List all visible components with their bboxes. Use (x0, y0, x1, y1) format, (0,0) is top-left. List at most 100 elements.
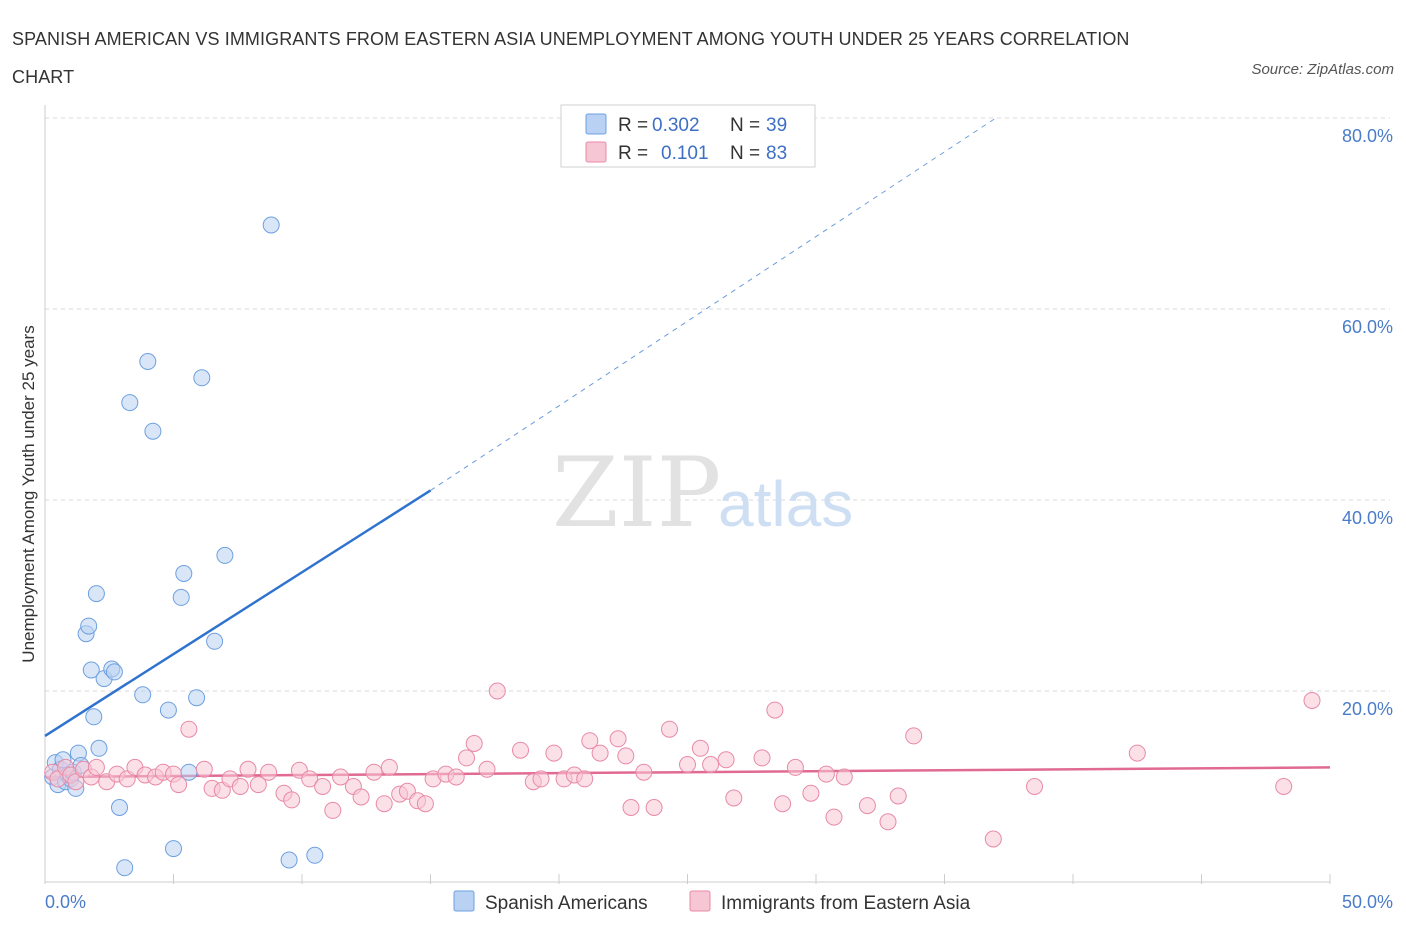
legend-n-label-blue: N = (730, 115, 760, 136)
eastern-asia-point-65 (691, 739, 709, 757)
eastern-asia-point-74 (817, 765, 835, 783)
eastern-asia-point-27 (283, 791, 301, 809)
y-tick-label-2: 60.0% (1342, 317, 1393, 337)
legend-n-value-pink: 83 (766, 143, 787, 164)
eastern-asia-point-44 (447, 768, 465, 786)
eastern-asia-point-35 (365, 763, 383, 781)
x-tick-label-min: 0.0% (45, 892, 86, 912)
eastern-asia-point-69 (753, 749, 771, 767)
eastern-asia-point-32 (332, 768, 350, 786)
watermark-zip: ZIP (552, 437, 721, 549)
eastern-asia-point-78 (879, 813, 897, 831)
spanish-american-point-22 (116, 859, 134, 877)
legend-n-label-pink: N = (730, 143, 760, 164)
eastern-asia-point-70 (766, 701, 784, 719)
watermark-atlas: atlas (718, 468, 853, 540)
spanish-american-point-14 (82, 661, 100, 679)
chart-source: Source: ZipAtlas.com (1251, 61, 1394, 78)
eastern-asia-point-22 (231, 778, 249, 795)
eastern-asia-point-41 (416, 795, 434, 813)
eastern-asia-point-62 (645, 799, 663, 816)
eastern-asia-point-36 (375, 795, 393, 813)
eastern-asia-point-17 (180, 720, 198, 738)
spanish-american-point-25 (139, 353, 157, 370)
eastern-asia-point-81 (984, 830, 1002, 848)
y-tick-label-0: 20.0% (1342, 699, 1393, 719)
eastern-asia-point-63 (661, 720, 678, 738)
spanish-american-point-34 (206, 632, 224, 650)
eastern-asia-point-68 (725, 789, 743, 807)
y-tick-label-3: 80.0% (1342, 126, 1393, 146)
eastern-asia-point-84 (1275, 778, 1293, 795)
legend-n-value-blue: 39 (766, 115, 787, 136)
eastern-asia-point-57 (591, 744, 609, 762)
trend-line-spanish-americans-extension (430, 117, 997, 491)
legend-r-label-pink: R = (618, 143, 648, 164)
eastern-asia-point-59 (617, 747, 635, 765)
spanish-american-point-35 (216, 546, 234, 564)
eastern-asia-point-60 (622, 799, 640, 816)
eastern-asia-point-82 (1026, 778, 1043, 795)
eastern-asia-point-71 (774, 795, 792, 813)
eastern-asia-point-31 (324, 801, 342, 819)
eastern-asia-point-16 (170, 776, 188, 794)
y-tick-label-1: 40.0% (1342, 508, 1393, 528)
spanish-american-point-33 (193, 369, 211, 387)
spanish-american-point-38 (306, 846, 324, 864)
eastern-asia-point-48 (488, 682, 506, 700)
spanish-american-point-26 (144, 422, 162, 440)
eastern-asia-point-72 (786, 758, 804, 776)
spanish-american-point-30 (175, 565, 193, 582)
eastern-asia-point-80 (905, 727, 923, 745)
eastern-asia-point-66 (702, 756, 720, 773)
spanish-american-point-21 (111, 799, 128, 816)
eastern-asia-point-4 (67, 773, 85, 791)
spanish-american-point-37 (280, 851, 298, 869)
bottom-legend-swatch-blue (453, 890, 475, 912)
axes (44, 105, 1331, 884)
eastern-asia-point-58 (609, 730, 627, 748)
legend-r-label-blue: R = (618, 115, 648, 136)
spanish-american-point-20 (105, 663, 123, 681)
x-tick-labels: 0.0% 50.0% (45, 892, 1393, 912)
data-points (44, 216, 1321, 877)
eastern-asia-point-77 (858, 797, 876, 815)
spanish-american-point-24 (134, 686, 152, 704)
eastern-asia-point-67 (717, 751, 735, 769)
eastern-asia-point-49 (512, 741, 529, 759)
eastern-asia-point-61 (635, 763, 653, 781)
eastern-asia-point-76 (835, 768, 853, 786)
bottom-legend-label-pink: Immigrants from Eastern Asia (721, 893, 971, 914)
eastern-asia-point-79 (889, 787, 907, 805)
eastern-asia-point-45 (458, 749, 475, 767)
eastern-asia-point-56 (581, 732, 599, 750)
bottom-legend-label-blue: Spanish Americans (485, 893, 648, 914)
watermark: ZIP atlas (552, 437, 853, 549)
chart-title: SPANISH AMERICAN VS IMMIGRANTS FROM EAST… (12, 29, 1130, 87)
top-legend: R = 0.302 N = 39 R = 0.101 N = 83 (560, 104, 816, 168)
eastern-asia-point-73 (802, 784, 820, 802)
eastern-asia-point-47 (478, 760, 496, 778)
spanish-american-point-17 (90, 739, 108, 757)
spanish-american-point-15 (85, 708, 103, 726)
eastern-asia-point-85 (1303, 692, 1321, 709)
spanish-american-point-23 (121, 394, 139, 412)
eastern-asia-point-7 (87, 758, 105, 776)
spanish-american-point-36 (262, 216, 280, 234)
spanish-american-point-27 (159, 701, 177, 719)
legend-r-value-blue: 0.302 (652, 115, 700, 136)
spanish-american-point-16 (87, 585, 105, 603)
eastern-asia-point-29 (301, 770, 319, 788)
grid-lines (45, 117, 1390, 692)
eastern-asia-point-46 (465, 735, 483, 752)
eastern-asia-point-55 (576, 770, 594, 788)
x-tick-label-max: 50.0% (1342, 892, 1393, 912)
trend-line-spanish-americans (44, 489, 432, 737)
eastern-asia-point-23 (239, 760, 257, 778)
eastern-asia-point-34 (352, 788, 370, 806)
bottom-legend-swatch-pink (689, 890, 711, 912)
eastern-asia-point-30 (314, 778, 332, 795)
legend-r-value-pink: 0.101 (661, 143, 709, 164)
spanish-american-point-29 (172, 588, 190, 606)
eastern-asia-point-24 (249, 776, 267, 794)
